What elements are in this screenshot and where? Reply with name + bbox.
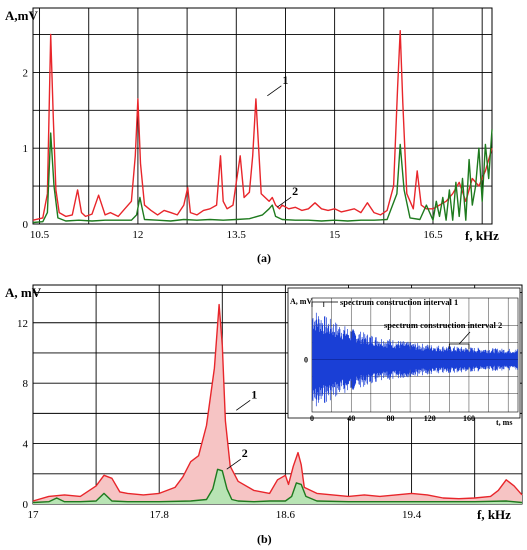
interval-2-label: spectrum construction interval 2 [384,320,502,330]
x-tick-label: 12 [132,229,143,241]
interval-2-leader [458,331,471,345]
y-tick-label: 0 [23,219,29,231]
x-tick-label: 15 [329,229,341,241]
inset-y-label: A, mV [290,297,312,306]
series-label-leader [267,85,282,97]
inset-x-tick-label: 40 [347,414,355,423]
series-label-2: 2 [292,184,298,198]
interval-1-bracket [311,301,325,307]
series-label-2: 2 [242,446,248,460]
panel-b-series [32,303,523,504]
y-tick-label: 12 [17,318,28,330]
panel-a-x-label: f, kHz [465,228,499,243]
series-label-leader [226,458,241,470]
inset-x-label: t, ms [496,418,512,427]
inset-annotations: spectrum construction interval 1 spectrum… [311,297,502,349]
inset-x-tick-label: 80 [386,414,394,423]
series-label-1: 1 [251,387,257,401]
y-tick-label: 8 [23,378,29,390]
series-1-line [32,30,493,221]
y-tick-label: 0 [23,499,29,511]
panel-a-annotations: 12 [267,73,298,208]
series-label-leader [235,399,251,411]
panel-b-y-label: A, mV [5,285,42,300]
panel-b-caption: (b) [257,532,272,546]
inset-chart: 0 40 80 120 160 0 A, mV t, ms spectrum constr… [287,287,521,427]
series-2-line [32,468,523,504]
y-tick-label: 4 [23,439,29,451]
series-label-1: 1 [282,73,288,87]
panel-a-plot-area [32,7,493,225]
panel-a-grid [33,8,492,224]
x-tick-label: 13.5 [227,229,247,241]
inset-x-tick-label: 120 [424,414,436,423]
inset-signal [312,312,518,407]
x-tick-label: 17.8 [150,509,170,521]
inset-x-tick-label: 0 [310,414,314,423]
x-tick-label: 18.6 [276,509,296,521]
inset-ticks: 0 40 80 120 160 0 [304,356,475,423]
x-tick-label: 10.5 [30,229,50,241]
inset-x-tick-label: 160 [463,414,475,423]
interval-2-bracket [448,343,470,349]
y-tick-label: 2 [23,67,29,79]
panel-a-series [32,30,493,224]
x-tick-label: 16.5 [423,229,443,241]
series-label-leader [276,196,292,208]
x-tick-label: 19.4 [402,509,422,521]
interval-1-label: spectrum construction interval 1 [340,297,458,307]
panel-b-x-label: f, kHz [477,507,511,522]
x-tick-label: 17 [28,509,40,521]
series-2-line [32,129,493,224]
inset-y-tick-label: 0 [304,356,308,365]
panel-b-annotations: 12 [226,387,257,470]
panel-a-y-label: A,mV [5,8,38,23]
series-1-line [32,303,523,502]
panel-a-caption: (a) [257,251,271,265]
y-tick-label: 1 [23,143,29,155]
